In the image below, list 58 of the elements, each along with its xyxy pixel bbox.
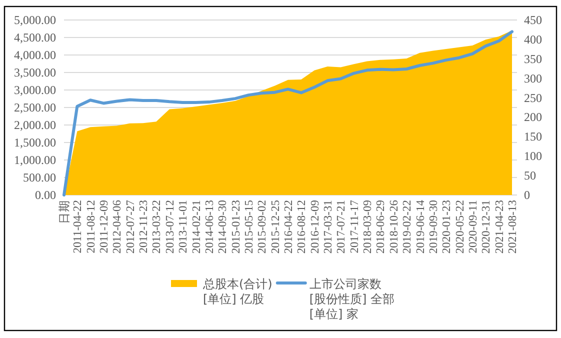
x-tick-label: 2019-06-14 — [414, 200, 427, 254]
x-tick-label: 2014-06-13 — [204, 200, 216, 254]
y2-tick-label: 200 — [524, 110, 542, 124]
x-tick-label: 2013-11-01 — [178, 200, 190, 254]
y-tick-label: 0.00 — [35, 188, 56, 202]
x-tick-label: 2017-11-17 — [348, 200, 361, 254]
x-tick-label: 2011-12-09 — [98, 200, 111, 254]
y2-tick-label: 400 — [524, 32, 542, 46]
y-tick-label: 1,000.00 — [14, 153, 56, 167]
y2-tick-label: 450 — [524, 13, 542, 27]
x-tick-label: 2014-09-30 — [217, 200, 230, 254]
x-tick-label: 2020-05-22 — [454, 200, 466, 254]
x-tick-label: 2015-05-15 — [243, 200, 256, 254]
x-tick-label: 2018-03-09 — [362, 200, 374, 254]
x-tick-label: 2011-08-12 — [85, 200, 98, 254]
y2-tick-label: 250 — [524, 90, 542, 105]
y-tick-label: 4,500.00 — [14, 30, 56, 44]
x-tick-label: 2020-01-23 — [441, 200, 454, 254]
x-tick-label: 2015-12-25 — [270, 200, 282, 254]
x-tick-label: 2012-11-23 — [138, 200, 150, 254]
y-tick-label: 1,500.00 — [14, 136, 56, 150]
x-tick-label: 2014-02-21 — [190, 200, 203, 254]
x-tick-label: 2016-12-09 — [309, 200, 322, 254]
x-tick-label: 2018-06-29 — [375, 200, 388, 254]
x-tick-label: 2016-04-22 — [282, 200, 295, 254]
x-tick-label: 2015-01-23 — [230, 200, 242, 254]
y-tick-label: 3,000.00 — [14, 83, 56, 97]
x-tick-label: 日期 — [57, 200, 71, 224]
x-tick-label: 2012-07-27 — [124, 200, 137, 254]
x-tick-label: 2020-09-11 — [467, 200, 480, 254]
y2-tick-label: 150 — [524, 130, 542, 144]
y2-tick-label: 50 — [524, 168, 536, 183]
y2-tick-label: 0 — [524, 188, 530, 202]
x-tick-label: 2011-04-22 — [72, 200, 84, 254]
x-tick-label: 2016-08-12 — [296, 200, 308, 254]
x-tick-label: 2021-08-13 — [506, 200, 519, 254]
y-tick-label: 4,000.00 — [14, 48, 56, 62]
y-tick-label: 500.00 — [23, 170, 56, 184]
legend-label: 总股本(合计) [单位] 亿股 — [202, 277, 272, 306]
x-tick-label: 2017-07-21 — [336, 200, 348, 254]
y-tick-label: 2,000.00 — [14, 118, 56, 132]
y2-tick-label: 300 — [524, 71, 542, 86]
x-tick-label: 2012-04-06 — [112, 200, 124, 254]
x-tick-label: 2015-09-02 — [256, 200, 269, 254]
x-tick-label: 2019-09-30 — [428, 200, 440, 254]
x-tick-label: 2019-02-22 — [402, 200, 414, 254]
x-tick-label: 2021-04-23 — [494, 200, 506, 254]
y-tick-label: 3,500.00 — [14, 66, 56, 80]
y-tick-label: 2,500.00 — [14, 100, 56, 114]
x-tick-label: 2013-03-22 — [151, 200, 164, 254]
x-tick-label: 2013-07-12 — [164, 200, 176, 254]
legend-label: 上市公司家数 [股份性质] 全部 [单位] 家 — [309, 277, 395, 321]
y2-tick-label: 350 — [524, 52, 542, 66]
x-tick-label: 2018-10-26 — [388, 200, 400, 254]
y-tick-label: 5,000.00 — [14, 13, 56, 27]
x-tick-label: 2020-12-31 — [480, 200, 493, 254]
x-tick-label: 2017-03-31 — [322, 200, 335, 254]
y2-tick-label: 100 — [524, 149, 542, 164]
